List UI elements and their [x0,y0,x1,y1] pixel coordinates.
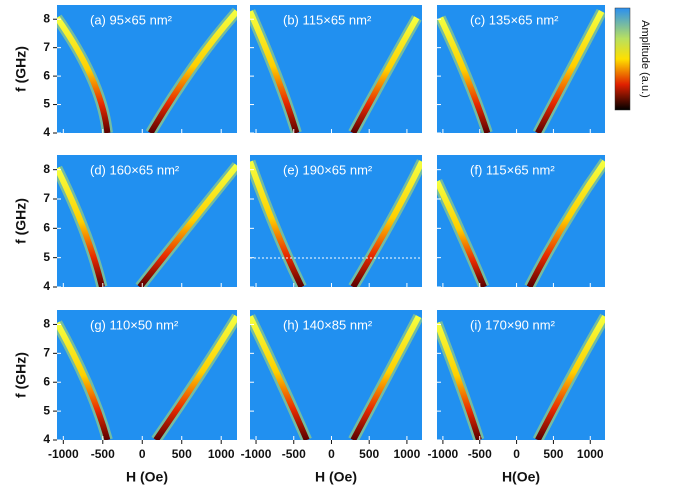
heatmap [437,8,605,133]
spectrum-branch [535,10,605,133]
heatmap-background [437,155,605,287]
y-tick-label: 7 [43,191,50,205]
panel: (g) 110×50 nm² -1000 -500 0 500 1000 4 5 6 7 8 f (G… [13,310,237,485]
y-tick-label: 6 [43,68,50,82]
panel: (b) 115×65 nm² [250,5,422,134]
spectrum-branch [250,315,310,440]
x-tick-label: 0 [328,447,335,461]
heatmap-background [57,155,237,287]
colorbar-label: Amplitude (a.u.) [639,20,651,98]
x-tick-label: 500 [172,447,192,461]
heatmap [57,162,237,287]
y-tick-label: 8 [43,317,50,331]
spectrum-branch [57,321,111,440]
x-tick-label: 1000 [208,447,235,461]
spectrum-branch [250,160,305,287]
x-tick-label: -500 [468,447,492,461]
panel-title: (b) 115×65 nm² [283,12,372,27]
spectrum-branch [437,180,487,287]
panel-title: (c) 135×65 nm² [470,12,559,27]
panel-title: (f) 115×65 nm² [470,162,555,177]
panel-title: (h) 140×85 nm² [283,317,373,332]
x-tick-label: 0 [513,447,520,461]
y-tick-label: 5 [43,250,50,264]
panel: (d) 160×65 nm² 4 5 6 7 8 f (GHz) [13,155,237,293]
spectrum-branch [250,10,300,133]
y-tick-label: 8 [43,162,50,176]
x-tick-label: -500 [282,447,306,461]
panel: (f) 115×65 nm² [437,155,605,288]
spectrum-branch [153,314,237,440]
panel-title: (e) 190×65 nm² [283,162,373,177]
y-tick-label: 5 [43,403,50,417]
heatmap [57,313,237,440]
panel-title: (d) 160×65 nm² [90,162,180,177]
heatmap [250,313,422,440]
spectrum-branch [350,16,420,133]
spectrum-branch [526,159,605,287]
heatmap [57,7,237,133]
y-tick-label: 6 [43,374,50,388]
y-tick-label: 5 [43,97,50,111]
spectrum-branch [148,9,237,133]
colorbar [614,7,631,111]
y-tick-label: 7 [43,40,50,54]
panel: (c) 135×65 nm² [437,5,605,134]
heatmap [250,159,422,287]
panel: (e) 190×65 nm² [250,155,422,288]
heatmap [437,313,605,440]
x-tick-label: 1000 [577,447,604,461]
y-tick-label: 7 [43,346,50,360]
spectrum-branch [350,315,422,440]
spectrum-branch [350,160,422,287]
y-axis-label: f (GHz) [13,352,29,398]
x-axis-label: H(Oe) [502,469,540,485]
y-tick-label: 4 [43,432,50,446]
y-axis-label: f (GHz) [13,198,29,244]
spectrum-branch [437,16,491,133]
x-tick-label: -1000 [241,447,272,461]
x-tick-label: 0 [139,447,146,461]
spectrum-branch [437,321,482,440]
panel-title: (i) 170×90 nm² [470,317,556,332]
x-tick-label: 500 [543,447,563,461]
y-tick-label: 8 [43,11,50,25]
x-axis-label: H (Oe) [126,469,168,485]
y-tick-label: 4 [43,279,50,293]
spectrum-branch [535,314,605,440]
heatmap [250,9,422,133]
x-axis-label: H (Oe) [315,469,357,485]
panel-title: (a) 95×65 nm² [90,12,173,27]
panel: (a) 95×65 nm² 4 5 6 7 8 f (GHz) [13,5,237,139]
heatmap [437,158,605,287]
panel-title: (g) 110×50 nm² [90,317,179,332]
x-tick-label: -1000 [428,447,459,461]
panel: (i) 170×90 nm² -1000 -500 0 500 1000 H(Oe) [428,310,605,485]
y-tick-label: 4 [43,125,50,139]
x-tick-label: -500 [91,447,115,461]
y-tick-label: 6 [43,221,50,235]
spectrum-branch [57,16,111,133]
y-axis-label: f (GHz) [13,46,29,92]
x-tick-label: -1000 [48,447,79,461]
spectrum-branch [57,166,105,287]
x-tick-label: 1000 [394,447,421,461]
panel: (h) 140×85 nm² -1000 -500 0 500 1000 H (Oe) [241,310,422,485]
spectrum-branch [137,163,237,287]
x-tick-label: 500 [359,447,379,461]
